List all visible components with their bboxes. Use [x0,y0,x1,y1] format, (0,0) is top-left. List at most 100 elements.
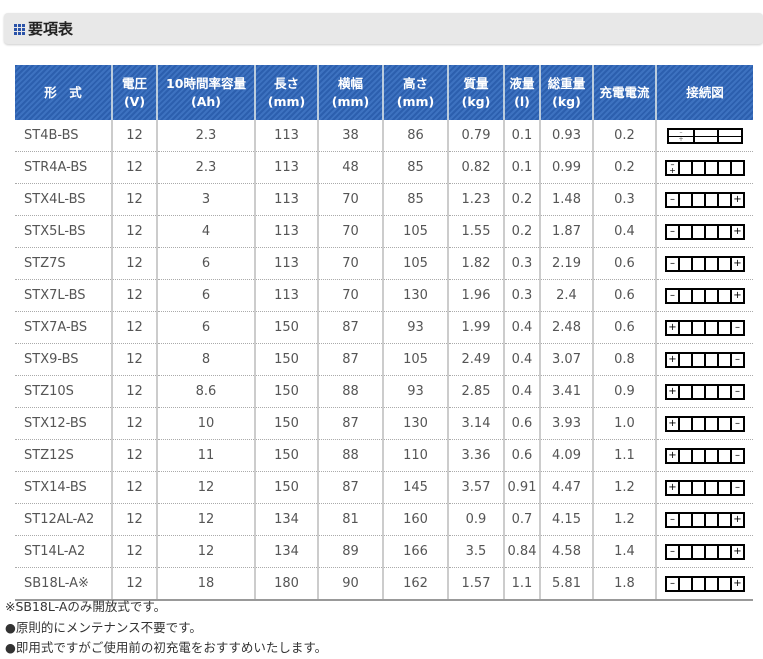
column-header: 質量 (kg) [447,65,504,120]
table-cell: STX5L-BS [15,215,112,248]
table-cell: 12 [111,120,157,152]
header-text: 充電電流 [599,84,650,100]
table-cell: 12 [111,279,157,312]
connection-diagram: – + [655,247,753,280]
table-cell: 2.48 [539,311,593,344]
table-cell: 0.6 [592,311,656,344]
table-cell: 12 [156,535,255,568]
header-text: (kg) [552,93,581,109]
table-cell: 2.4 [539,279,593,312]
table-row: STX7A-BS 12 6 150 87 93 1.99 0.4 2.48 0.6 + – [15,311,753,344]
footnote: ●即用式ですがご使用前の初充電をおすすめいたします。 [5,640,328,655]
column-header: 電圧 (V) [111,65,157,120]
table-cell: 0.6 [592,247,656,280]
table-cell: 0.84 [503,535,540,568]
table-cell: 86 [382,120,448,152]
table-cell: 81 [317,503,383,536]
table-cell: 12 [111,247,157,280]
table-cell: 130 [382,279,448,312]
table-row: STX14-BS 12 12 150 87 145 3.57 0.91 4.47 1.2 + – [15,471,753,504]
footnotes: ※SB18L-Aのみ開放式です。 ●原則的にメンテナンス不要です。 ●即用式です… [5,597,327,659]
table-cell: 145 [382,471,448,504]
table-cell: 1.23 [447,183,504,216]
table-cell: 0.1 [503,120,540,152]
table-cell: 0.8 [592,343,656,376]
column-header: 接続図 [655,65,753,120]
terminal-layout-icon: – + [667,127,743,144]
table-cell: 3.57 [447,471,504,504]
terminal-layout-icon: – + [665,223,745,240]
table-cell: 113 [254,120,318,152]
column-header: 液量 (l) [503,65,540,120]
table-cell: 3 [156,183,255,216]
table-cell: 150 [254,471,318,504]
table-cell: 1.0 [592,407,656,440]
terminal-layout-icon: – + [665,191,745,208]
footnote: ※SB18L-Aのみ開放式です。 [5,599,167,614]
table-cell: ST14L-A2 [15,535,112,568]
table-cell: 134 [254,535,318,568]
table-cell: 105 [382,343,448,376]
column-header: 長さ (mm) [254,65,318,120]
table-cell: 0.2 [592,151,656,184]
table-cell: STZ7S [15,247,112,280]
table-cell: 89 [317,535,383,568]
table-cell: 87 [317,407,383,440]
terminal-layout-icon: + – [665,447,745,464]
connection-diagram: – + [655,535,753,568]
table-cell: STX4L-BS [15,183,112,216]
table-cell: 0.4 [592,215,656,248]
table-cell: 0.4 [503,311,540,344]
table-row: SB18L-A※ 12 18 180 90 162 1.57 1.1 5.81 1.8 – + [15,567,753,601]
terminal-layout-icon: – + [665,255,745,272]
connection-diagram: – + [655,151,753,184]
table-cell: 3.14 [447,407,504,440]
connection-diagram: + – [655,311,753,344]
table-cell: 85 [382,151,448,184]
table-cell: 12 [111,215,157,248]
table-cell: 0.91 [503,471,540,504]
table-cell: 1.99 [447,311,504,344]
table-cell: STX7A-BS [15,311,112,344]
connection-diagram: – + [655,279,753,312]
terminal-layout-icon: + – [665,319,745,336]
table-cell: STZ10S [15,375,112,408]
table-cell: 1.2 [592,471,656,504]
table-cell: 11 [156,439,255,472]
table-cell: 162 [382,567,448,601]
table-cell: 1.96 [447,279,504,312]
table-cell: 12 [111,567,157,601]
table-cell: 0.79 [447,120,504,152]
table-cell: 0.6 [503,439,540,472]
table-cell: 0.4 [503,343,540,376]
table-cell: 150 [254,375,318,408]
header-text: 長さ [273,75,299,91]
column-header: 形 式 [15,65,112,120]
table-cell: 1.2 [592,503,656,536]
table-cell: 150 [254,343,318,376]
table-cell: 18 [156,567,255,601]
connection-diagram: + – [655,375,753,408]
table-cell: 110 [382,439,448,472]
table-cell: 0.82 [447,151,504,184]
table-cell: 0.93 [539,120,593,152]
spec-table: 形 式 電圧 (V) 10時間率容量 (Ah) 長さ (mm) 横幅 (mm) 高さ (mm) 質量 (… [15,65,753,601]
table-cell: 10 [156,407,255,440]
table-cell: 8.6 [156,375,255,408]
table-cell: 70 [317,183,383,216]
table-row: ST14L-A2 12 12 134 89 166 3.5 0.84 4.58 1.4– + [15,535,753,568]
table-cell: 1.48 [539,183,593,216]
table-cell: 166 [382,535,448,568]
table-cell: 0.7 [503,503,540,536]
table-cell: 12 [111,503,157,536]
section-title: 要項表 [28,20,74,38]
table-cell: 150 [254,407,318,440]
table-cell: 88 [317,375,383,408]
table-cell: STZ12S [15,439,112,472]
connection-diagram: + – [655,407,753,440]
table-cell: 1.1 [592,439,656,472]
table-cell: 0.99 [539,151,593,184]
table-cell: 160 [382,503,448,536]
table-cell: 12 [111,183,157,216]
connection-diagram: + – [655,439,753,472]
